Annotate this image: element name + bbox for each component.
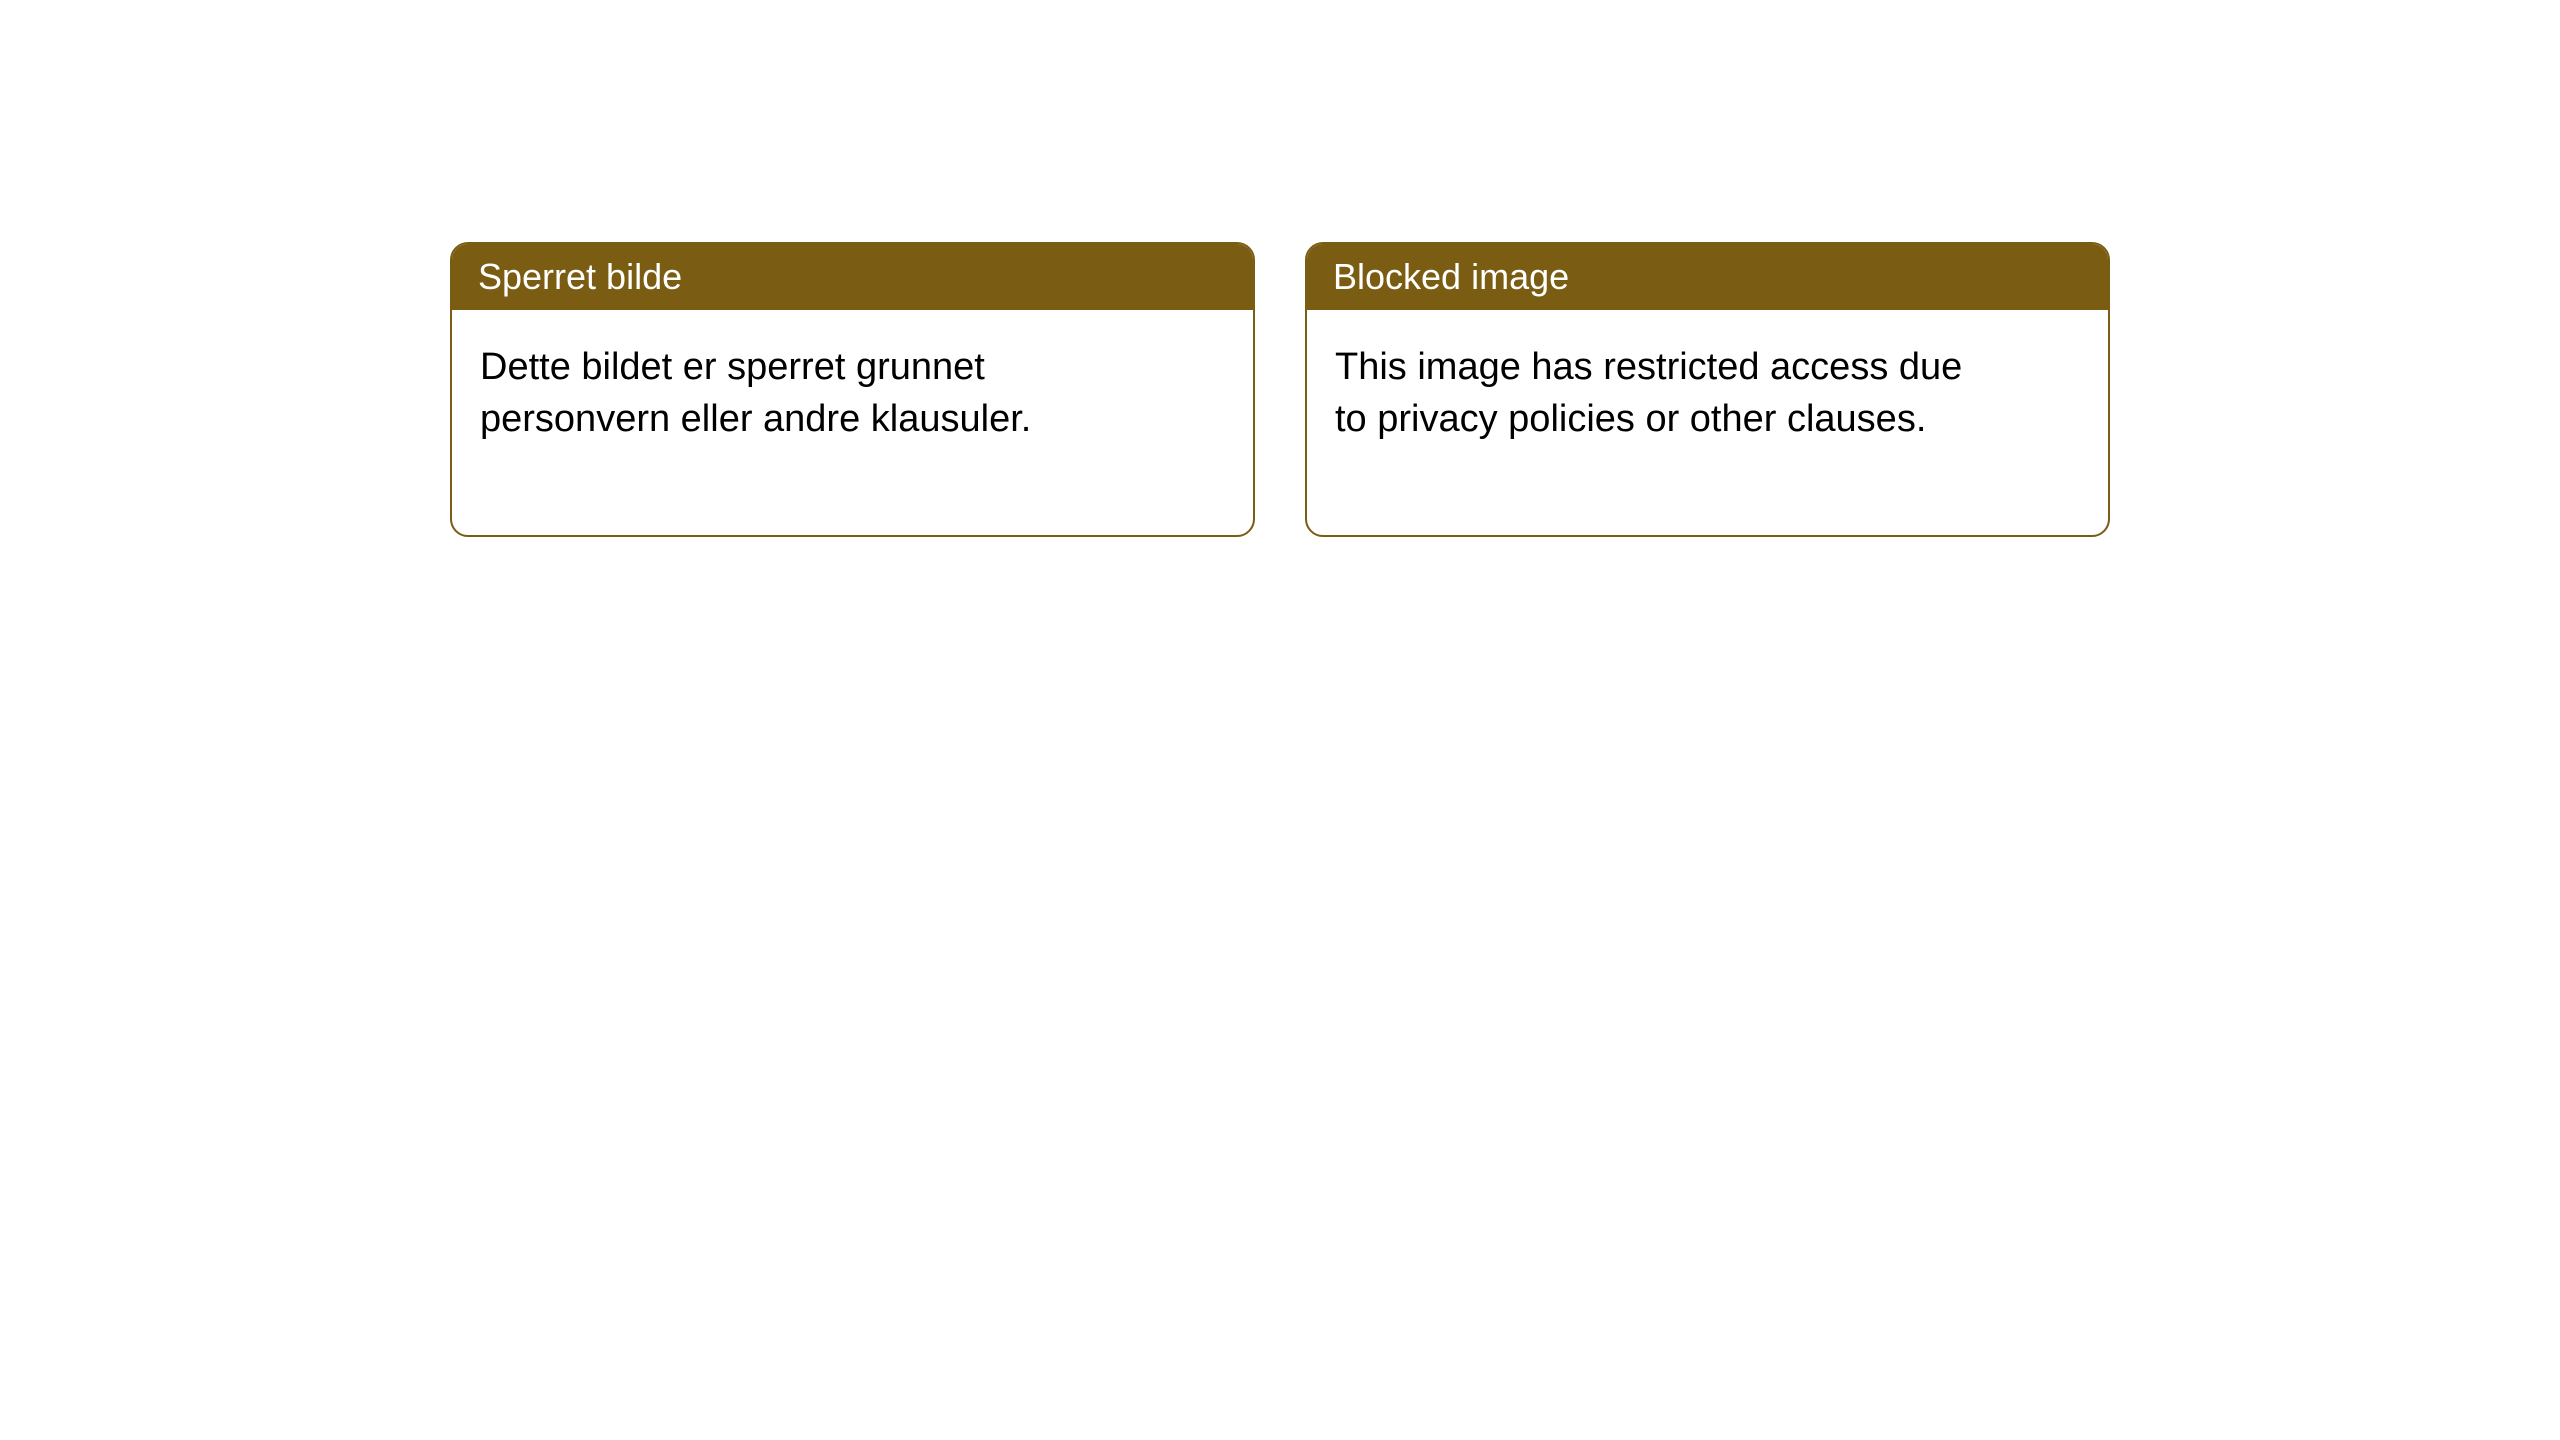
notice-card-header: Blocked image bbox=[1307, 244, 2108, 310]
notice-card-header: Sperret bilde bbox=[452, 244, 1253, 310]
notice-card-body: This image has restricted access due to … bbox=[1307, 310, 2007, 535]
notice-card-norwegian: Sperret bilde Dette bildet er sperret gr… bbox=[450, 242, 1255, 537]
notice-card-english: Blocked image This image has restricted … bbox=[1305, 242, 2110, 537]
notice-card-body: Dette bildet er sperret grunnet personve… bbox=[452, 310, 1152, 535]
notice-cards-container: Sperret bilde Dette bildet er sperret gr… bbox=[0, 0, 2560, 779]
